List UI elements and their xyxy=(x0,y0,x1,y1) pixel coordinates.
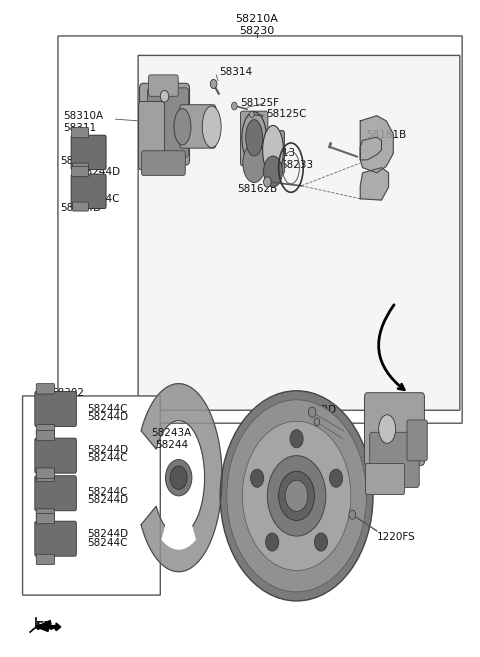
FancyBboxPatch shape xyxy=(370,432,419,487)
Circle shape xyxy=(210,79,217,89)
Text: 54562D: 54562D xyxy=(296,405,337,415)
FancyBboxPatch shape xyxy=(138,55,460,410)
Text: 58244D: 58244D xyxy=(87,529,128,539)
Circle shape xyxy=(264,177,271,187)
FancyBboxPatch shape xyxy=(262,131,284,173)
Circle shape xyxy=(250,111,254,118)
Circle shape xyxy=(166,459,192,496)
Polygon shape xyxy=(36,620,50,631)
Text: 58243A
58244: 58243A 58244 xyxy=(152,428,192,449)
FancyBboxPatch shape xyxy=(58,36,462,423)
Circle shape xyxy=(160,91,169,102)
Polygon shape xyxy=(141,384,222,572)
Circle shape xyxy=(265,533,279,551)
FancyBboxPatch shape xyxy=(36,555,55,564)
Circle shape xyxy=(220,391,373,601)
Polygon shape xyxy=(360,116,393,173)
FancyBboxPatch shape xyxy=(23,396,160,595)
Circle shape xyxy=(349,510,356,519)
FancyBboxPatch shape xyxy=(36,513,55,524)
FancyBboxPatch shape xyxy=(36,424,55,435)
Polygon shape xyxy=(360,168,389,200)
Ellipse shape xyxy=(202,106,221,148)
Text: 58181B: 58181B xyxy=(366,130,407,140)
Text: 58244C: 58244C xyxy=(87,537,127,547)
FancyBboxPatch shape xyxy=(36,468,55,478)
FancyBboxPatch shape xyxy=(36,384,55,394)
Text: 58314: 58314 xyxy=(219,67,252,78)
FancyBboxPatch shape xyxy=(148,75,178,97)
Text: 58244C: 58244C xyxy=(87,487,127,497)
Circle shape xyxy=(231,102,237,110)
Text: 58244C: 58244C xyxy=(60,156,100,166)
FancyBboxPatch shape xyxy=(35,521,76,556)
Text: 58244C: 58244C xyxy=(87,404,127,414)
Ellipse shape xyxy=(246,120,263,156)
Circle shape xyxy=(290,430,303,448)
FancyBboxPatch shape xyxy=(35,476,76,510)
Ellipse shape xyxy=(263,125,283,175)
Ellipse shape xyxy=(379,415,396,443)
Text: 58210A
58230: 58210A 58230 xyxy=(235,14,278,35)
FancyBboxPatch shape xyxy=(139,101,165,170)
Circle shape xyxy=(308,407,316,417)
Ellipse shape xyxy=(243,144,265,183)
Ellipse shape xyxy=(174,108,191,145)
FancyBboxPatch shape xyxy=(36,430,55,441)
FancyBboxPatch shape xyxy=(72,163,89,172)
Text: 58244D: 58244D xyxy=(87,413,128,422)
FancyBboxPatch shape xyxy=(35,438,76,473)
Text: 58125C: 58125C xyxy=(266,110,306,120)
FancyBboxPatch shape xyxy=(365,463,405,495)
Circle shape xyxy=(267,456,326,536)
Ellipse shape xyxy=(264,156,282,187)
FancyBboxPatch shape xyxy=(147,88,189,157)
FancyBboxPatch shape xyxy=(71,174,106,208)
FancyBboxPatch shape xyxy=(240,111,268,166)
FancyBboxPatch shape xyxy=(36,509,55,519)
Text: 58244D: 58244D xyxy=(79,166,120,177)
FancyBboxPatch shape xyxy=(142,150,185,175)
Circle shape xyxy=(227,400,366,592)
Text: 58310A
58311: 58310A 58311 xyxy=(63,112,103,133)
FancyBboxPatch shape xyxy=(140,83,190,165)
Text: 58235C: 58235C xyxy=(242,135,283,145)
Text: 58163B: 58163B xyxy=(148,85,188,95)
Text: 58162B: 58162B xyxy=(238,184,278,194)
FancyBboxPatch shape xyxy=(72,127,89,138)
FancyBboxPatch shape xyxy=(180,104,216,148)
Circle shape xyxy=(251,469,264,487)
FancyArrowPatch shape xyxy=(379,305,404,390)
FancyBboxPatch shape xyxy=(364,393,424,465)
Ellipse shape xyxy=(242,112,266,164)
Circle shape xyxy=(285,480,308,511)
FancyBboxPatch shape xyxy=(72,202,89,211)
Text: 58113: 58113 xyxy=(263,148,296,158)
Polygon shape xyxy=(162,515,195,549)
Text: 58244D: 58244D xyxy=(60,204,101,214)
FancyArrow shape xyxy=(36,623,61,631)
Text: 58244C: 58244C xyxy=(79,194,119,204)
FancyBboxPatch shape xyxy=(35,392,76,426)
Text: 58244D: 58244D xyxy=(87,495,128,505)
Text: 58233: 58233 xyxy=(280,160,313,170)
Circle shape xyxy=(170,466,187,489)
FancyBboxPatch shape xyxy=(71,135,106,170)
Text: 1220FS: 1220FS xyxy=(377,532,416,543)
Text: 58302: 58302 xyxy=(51,388,84,398)
Circle shape xyxy=(314,418,320,426)
FancyBboxPatch shape xyxy=(72,166,89,177)
Circle shape xyxy=(329,469,343,487)
FancyBboxPatch shape xyxy=(36,471,55,482)
Text: 58244C: 58244C xyxy=(87,453,127,463)
Circle shape xyxy=(242,421,351,570)
Text: FR.: FR. xyxy=(36,620,60,633)
Circle shape xyxy=(279,471,314,520)
Text: 58411B: 58411B xyxy=(272,450,312,460)
Text: 1351JD: 1351JD xyxy=(296,413,333,423)
Text: 58125F: 58125F xyxy=(240,98,279,108)
Text: 58244D: 58244D xyxy=(87,445,128,455)
FancyBboxPatch shape xyxy=(407,420,427,461)
Circle shape xyxy=(314,533,328,551)
